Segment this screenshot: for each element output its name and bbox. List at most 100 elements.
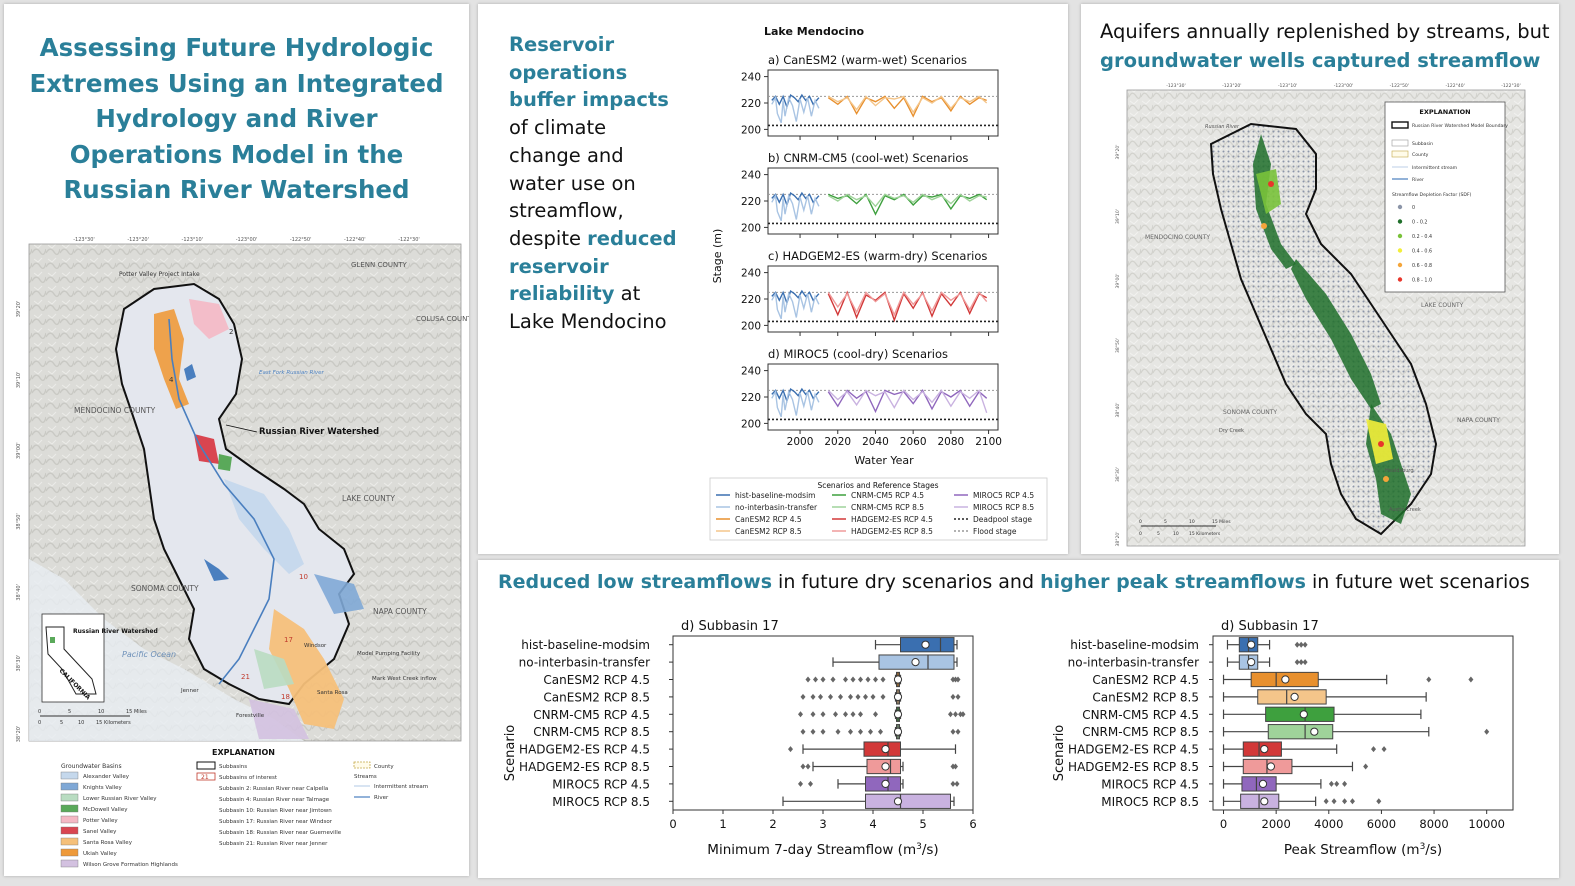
boxplot-xtick-label: 0 [669,817,676,831]
box-mean-marker [1258,779,1268,788]
interest-item-label: Subbasin 10: Russian River near Jimtown [219,808,332,814]
box-mean-marker [1260,745,1269,754]
stage-series-line [827,291,988,317]
basin-knights [314,574,364,614]
boxplot-category-label: HADGEM2-ES RCP 4.5 [1068,743,1199,757]
lat-tick-label: 38°50' [1115,338,1121,353]
lat-tick-label: 38°40' [16,584,22,601]
box-flier [828,693,833,700]
box-flier [808,780,813,787]
lon-tick-label: -122°50' [290,237,312,243]
basin-swatch [60,859,79,868]
boxplot-xtick-label: 6 [969,817,976,831]
boxplot-xtick-label: 1 [719,817,726,831]
stage-legend-label: HADGEM2-ES RCP 8.5 [851,527,933,536]
sdf-class-label: 0 - 0.2 [1412,220,1427,226]
stage-legend-label: Deadpool stage [973,515,1032,524]
boxplot-category-label: CNRM-CM5 RCP 4.5 [533,708,650,722]
box-flier [805,763,811,770]
svg-text:5: 5 [68,709,71,715]
stage-series-line [827,95,988,114]
streamflow-heading-part-3: higher peak streamflows [1040,571,1306,593]
stage-subplot-title: c) HADGEM2-ES (warm-dry) Scenarios [768,249,987,263]
boxplot-category-label: hist-baseline-modsim [1070,638,1199,652]
lon-tick-label: -123°00' [1334,83,1353,89]
box-flier [1331,798,1337,805]
lat-tick-label: 39°10' [1115,209,1121,224]
box-mean-marker [893,727,903,736]
stage-series-line [827,389,988,414]
boxplot-category-label: CanESM2 RCP 8.5 [543,690,650,704]
boxplot-category-label: CanESM2 RCP 4.5 [1092,673,1199,687]
svg-text:10: 10 [1189,519,1195,525]
box-mean-marker [1281,675,1290,684]
map-label-napa: NAPA COUNTY [373,607,427,616]
subbasin-number-17: 17 [284,636,293,644]
lake-mendocino-stage-chart: Lake Mendocino Stage (m) Water Year a) C… [709,25,1048,541]
interest-item-label: Subbasin 18: Russian River near Guernevi… [219,830,342,836]
box-flier [820,711,826,718]
stage-series-line [771,95,820,124]
boxplot-x-label: Peak Streamflow (m3/s) [1284,842,1442,858]
box-flier [878,728,883,735]
title-panel: Assessing Future Hydrologic Extremes Usi… [4,4,469,876]
sdf-hotspot-3 [1378,441,1384,447]
stage-legend-label: no-interbasin-transfer [735,503,818,512]
stage-series-line [771,193,820,222]
map-label-pumping: Model Pumping Facility [357,651,421,657]
box-flier [1376,798,1382,805]
sdf-legend-label: Subbasin [1412,141,1433,147]
reservoir-statement-part-1: Reservoir operations buffer impacts [509,33,669,112]
streamflow-panel: Reduced low streamflows in future dry sc… [478,560,1559,878]
boxplot-category-label: CNRM-CM5 RCP 8.5 [1082,725,1199,739]
box-flier [1334,780,1340,787]
sdf-high-zone-1 [1256,169,1281,214]
subbasin-number-18: 18 [281,693,290,701]
stage-xtick-label: 2060 [900,436,927,448]
lat-tick-label: 39°00' [1115,274,1121,289]
sdf-map: -123°30' -123°20' -123°10' -123°00' -122°50'… [1115,83,1526,547]
boxplot-category-label: MIROC5 RCP 4.5 [1101,777,1199,791]
lat-tick-label: 39°00' [16,442,22,459]
interest-item-label: Subbasin 17: Russian River near Windsor [219,819,333,825]
box-mean-marker [1290,692,1299,701]
svg-text:0: 0 [1139,531,1142,537]
box-flier [848,728,853,735]
streamflow-boxplots: Scenario Scenario d) Subbasin 17 0 1 2 3 4 5 6 M… [503,619,1514,858]
box-flier [800,728,806,735]
lon-tick-label: -123°20' [127,237,149,243]
sdf-class-dot [1397,233,1403,239]
stage-ytick-label: 200 [741,222,761,234]
sdf-class-dot [1397,204,1403,210]
basin-swatch [60,804,79,813]
box-flier [865,676,871,683]
map-scale-bar: 0 5 10 15 Miles 0 5 10 15 Kilometers [38,709,147,726]
sdf-label-napa: NAPA COUNTY [1457,417,1500,424]
stage-ytick-label: 220 [741,392,761,404]
map-label-forestville: Forestville [236,713,265,719]
lon-tick-label: -123°10' [1278,83,1297,89]
aquifer-heading-plain: Aquifers annually replenished by streams… [1100,20,1550,43]
basin-alexander [224,479,304,574]
box-flier [1468,676,1474,683]
sdf-class-label: 0.4 - 0.6 [1412,249,1432,255]
interest-legend: Subbasin 2: Russian River near Calpella S… [219,786,342,847]
map-label-mark-west: Mark West Creek inflow [372,676,437,682]
box-mean-marker [1299,710,1308,719]
map-label-mendocino: MENDOCINO COUNTY [74,406,156,415]
box-mean-marker [1247,640,1256,649]
sdf-legend-swatch [1391,121,1409,129]
svg-text:0: 0 [1139,519,1142,525]
svg-text:15 Miles: 15 Miles [126,709,147,715]
box-flier [850,711,856,718]
box-mean-marker [1310,727,1319,736]
lat-tick-label: 38°40' [1115,403,1121,418]
stage-series-line [771,291,820,320]
subbasin-number-10: 10 [299,573,308,581]
sdf-legend-label: Russian River Watershed Model Boundary [1412,123,1508,129]
boxplot-x-label: Minimum 7-day Streamflow (m3/s) [707,842,938,858]
box-flier [868,728,873,735]
sdf-legend-label: County [1412,152,1429,158]
sdf-lat-ticks: 39°20' 39°10' 39°00' 38°50' 38°40' 38°30' 38°2… [1115,145,1121,547]
interest-item-label: Subbasin 2: Russian River near Calpella [219,786,328,792]
